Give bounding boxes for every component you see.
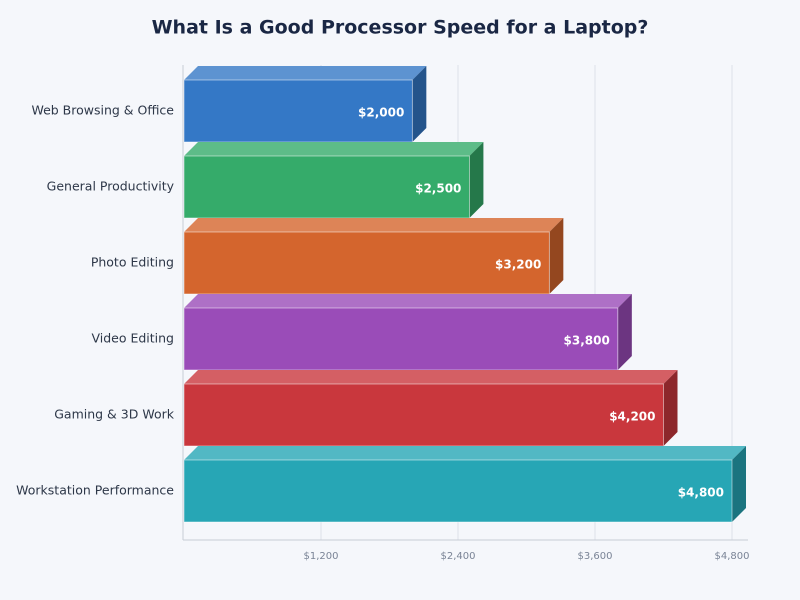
bar-top [184,66,427,80]
bar-side [469,142,484,218]
bar-side [412,66,427,142]
y-tick-label: Gaming & 3D Work [54,407,175,422]
bar-side [549,218,564,294]
x-tick-label: $3,600 [578,551,613,562]
bar-top [184,294,632,308]
bar-top [184,218,564,232]
bar-top [184,446,746,460]
bar-top [184,142,484,156]
bar [183,383,664,447]
bar-top [184,370,678,384]
value-label: $4,800 [678,486,724,500]
value-label: $4,200 [609,410,655,424]
bar [183,231,550,295]
y-tick-label: Web Browsing & Office [31,103,174,118]
chart-title: What Is a Good Processor Speed for a Lap… [152,17,649,39]
bar [183,459,733,523]
value-label: $3,800 [564,334,610,348]
bar [183,155,470,219]
bar-side [617,294,632,370]
bar [183,79,413,143]
x-tick-label: $4,800 [715,551,750,562]
bar [183,307,619,371]
y-tick-label: General Productivity [47,179,175,194]
x-tick-label: $2,400 [441,551,476,562]
y-tick-label: Workstation Performance [16,483,174,498]
x-tick-label: $1,200 [304,551,339,562]
value-label: $2,500 [415,182,461,196]
y-tick-label: Photo Editing [91,255,174,270]
bar-side [663,370,678,446]
y-tick-label: Video Editing [91,331,174,346]
value-label: $3,200 [495,258,541,272]
value-label: $2,000 [358,106,404,120]
bar-side [732,446,746,522]
